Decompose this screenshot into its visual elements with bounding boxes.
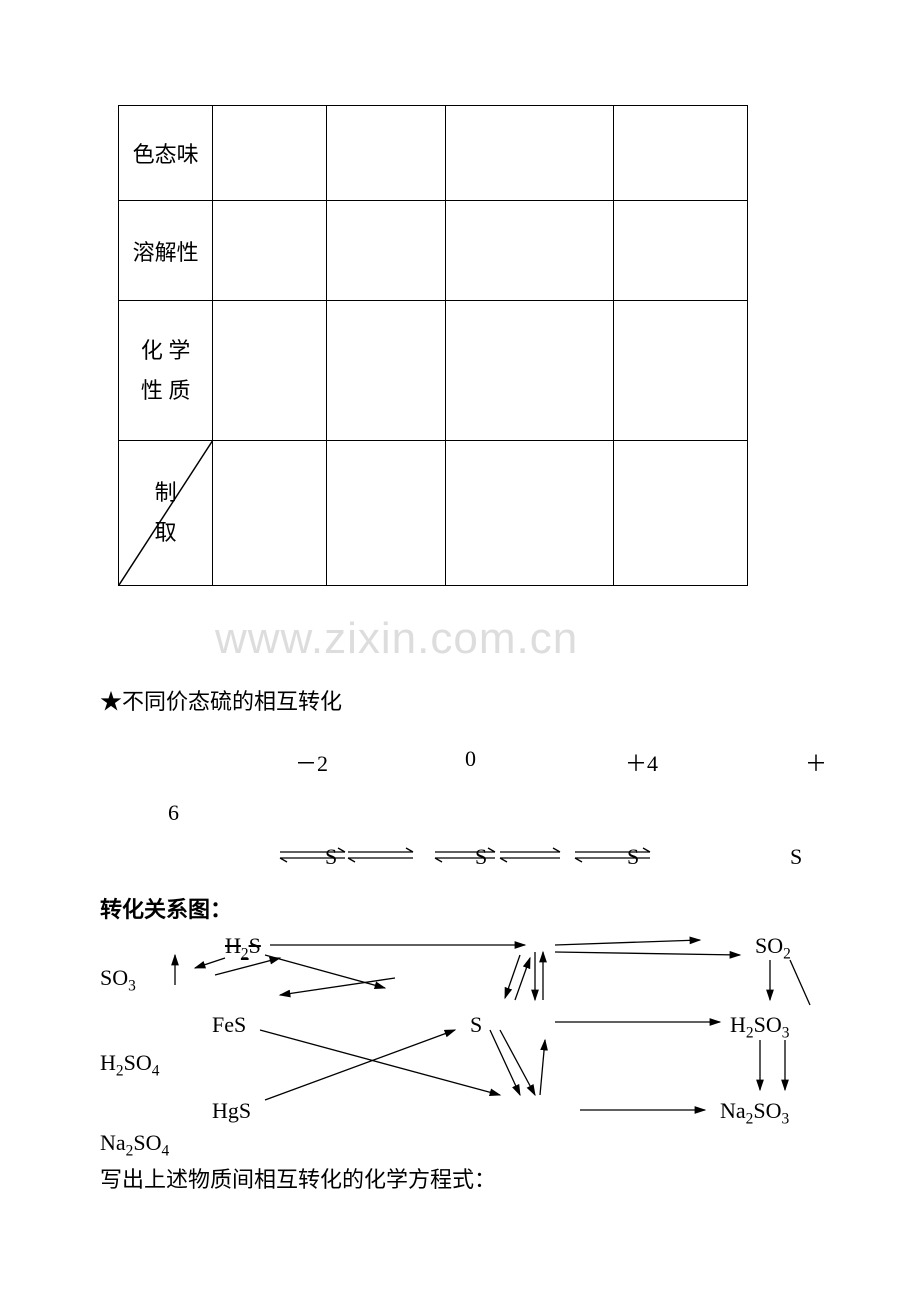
star-section-title: ★不同价态硫的相互转化 [100,684,342,716]
cell-r4c4 [446,441,614,586]
cell-r1c3 [327,106,446,201]
cell-r2c4 [446,201,614,301]
properties-table: 色态味 溶解性 化 学 性 质 制 取 [118,105,748,586]
cell-r2c3 [327,201,446,301]
s-label-2: S [475,844,487,870]
label-hgs: HgS [212,1098,251,1124]
cell-r4c5 [614,441,748,586]
cell-r3c1: 化 学 性 质 [119,301,213,441]
cell-r2c1: 溶解性 [119,201,213,301]
label-fes: FeS [212,1012,246,1038]
s-label-1: S [325,844,337,870]
cell-r3c5 [614,301,748,441]
cell-r4c3 [327,441,446,586]
conversion-diagram-title: 转化关系图： [100,892,232,924]
cell-r4c2 [213,441,327,586]
valence-plus: ＋ [805,746,827,778]
cell-r2c5 [614,201,748,301]
label-h2so3: H2SO3 [730,1012,789,1042]
label-h2so4: H2SO4 [100,1050,159,1080]
cell-r2c2 [213,201,327,301]
cell-r3c4 [446,301,614,441]
cell-r1c2 [213,106,327,201]
label-na2so3: Na2SO3 [720,1098,789,1128]
valence-zero: 0 [465,746,476,772]
cell-r4c1-line2: 取 [127,513,204,553]
label-so2: SO2 [755,933,791,963]
watermark-text: www.zixin.com.cn [215,614,578,664]
s-label-3: S [627,844,639,870]
cell-r1c1: 色态味 [119,106,213,201]
bottom-instruction: 写出上述物质间相互转化的化学方程式： [100,1162,496,1194]
cell-r4c1-line1: 制 [127,473,204,513]
label-so3: SO3 [100,965,136,995]
cell-r1c5 [614,106,748,201]
valence-neg2: －2 [295,746,328,778]
cell-r3c3 [327,301,446,441]
label-s: S [470,1012,482,1038]
cell-r3c1-line2: 性 质 [127,371,204,411]
label-h2s: H2S [225,933,261,963]
valence-pos4: ＋4 [625,746,658,778]
label-na2so4: Na2SO4 [100,1130,169,1160]
cell-r3c1-line1: 化 学 [127,331,204,371]
cell-r1c4 [446,106,614,201]
cell-r4c1: 制 取 [119,441,213,586]
cell-r3c2 [213,301,327,441]
s-label-4: S [790,844,802,870]
valence-six: 6 [168,800,179,826]
